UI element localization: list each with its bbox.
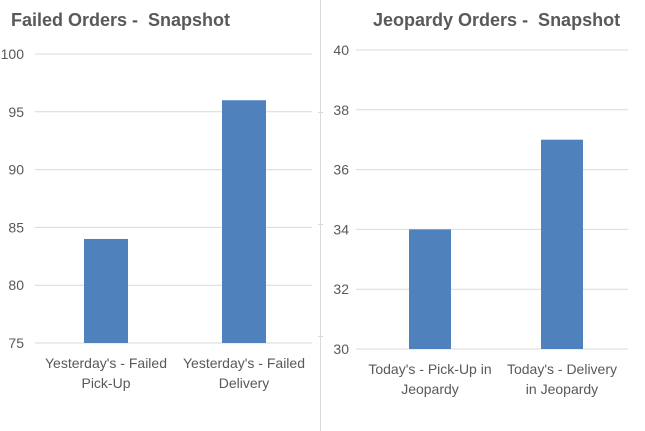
jeopardy-orders-plot: 30 32 34 36 38 40 Today's - Pick-Up in Jeopardy… xyxy=(333,42,628,397)
y-tick-label: 80 xyxy=(8,277,24,293)
y-tick-label: 40 xyxy=(333,42,349,58)
bar[interactable] xyxy=(222,100,266,344)
y-tick-label: 95 xyxy=(8,104,24,120)
y-tick-label: 75 xyxy=(8,335,24,351)
panel-divider xyxy=(320,0,321,431)
bar[interactable] xyxy=(409,229,451,349)
divider-tick xyxy=(318,224,323,225)
y-tick-label: 85 xyxy=(8,219,24,235)
x-category-label: Yesterday's - Failed Delivery xyxy=(183,355,305,391)
y-tick-label: 34 xyxy=(333,221,349,237)
x-category-label: Yesterday's - Failed Pick-Up xyxy=(45,355,167,391)
failed-orders-plot: 75 80 85 90 95 100 Yesterday's - Failed Pick-Up… xyxy=(1,46,312,391)
y-tick-label: 90 xyxy=(8,162,24,178)
chart-title: Jeopardy Orders - Snapshot xyxy=(373,10,621,30)
x-category-label: Today's - Delivery in Jeopardy xyxy=(507,361,617,397)
y-tick-label: 36 xyxy=(333,162,349,178)
divider-tick xyxy=(318,112,323,113)
jeopardy-orders-chart[interactable]: Jeopardy Orders - Snapshot 30 32 34 36 38 40 T… xyxy=(325,0,645,431)
divider-tick xyxy=(318,336,323,337)
x-category-label: Today's - Pick-Up in Jeopardy xyxy=(368,361,491,397)
y-tick-label: 32 xyxy=(333,281,349,297)
bar[interactable] xyxy=(541,139,583,349)
y-tick-label: 100 xyxy=(1,46,25,62)
chart-title: Failed Orders - Snapshot xyxy=(11,10,231,30)
bar[interactable] xyxy=(84,238,128,343)
y-tick-label: 30 xyxy=(333,341,349,357)
y-tick-label: 38 xyxy=(333,102,349,118)
failed-orders-chart[interactable]: Failed Orders - Snapshot 75 80 85 90 95 100 Ye… xyxy=(0,0,318,431)
